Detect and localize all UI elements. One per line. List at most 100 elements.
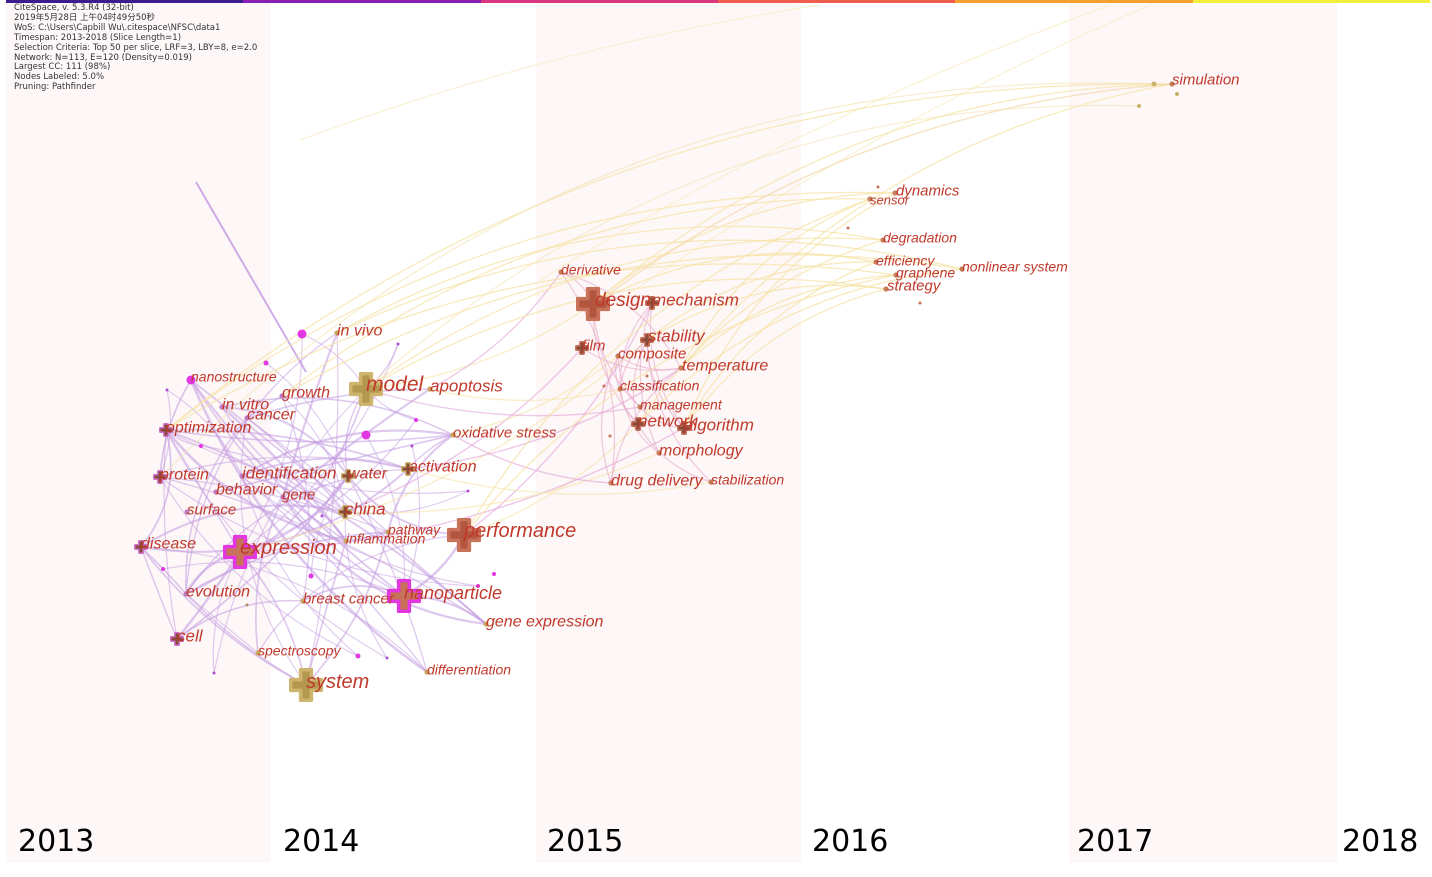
keyword-node[interactable] bbox=[892, 190, 898, 196]
keyword-node[interactable] bbox=[183, 591, 189, 597]
keyword-label[interactable]: stabilization bbox=[711, 471, 784, 487]
keyword-label[interactable]: design bbox=[595, 290, 651, 311]
network-node[interactable] bbox=[308, 573, 314, 579]
network-node[interactable] bbox=[212, 671, 216, 675]
network-node[interactable] bbox=[361, 430, 371, 440]
keyword-label[interactable]: optimization bbox=[166, 420, 251, 437]
keyword-node[interactable] bbox=[213, 489, 219, 495]
keyword-label[interactable]: spectroscopy bbox=[258, 642, 341, 658]
network-node[interactable] bbox=[245, 603, 249, 607]
keyword-label[interactable]: in vitro bbox=[222, 397, 269, 414]
keyword-label[interactable]: algorithm bbox=[684, 416, 754, 435]
network-node[interactable] bbox=[410, 444, 414, 448]
keyword-node-cross[interactable] bbox=[338, 505, 352, 519]
keyword-node-cross[interactable] bbox=[576, 287, 610, 321]
network-node[interactable] bbox=[165, 388, 169, 392]
keyword-label[interactable]: degradation bbox=[883, 229, 957, 245]
network-node[interactable] bbox=[876, 185, 880, 189]
keyword-label[interactable]: film bbox=[582, 338, 605, 355]
keyword-label[interactable]: cell bbox=[177, 627, 204, 646]
keyword-node-cross[interactable] bbox=[134, 540, 148, 554]
keyword-label[interactable]: gene bbox=[282, 487, 315, 504]
keyword-label[interactable]: differentiation bbox=[427, 661, 511, 677]
keyword-node[interactable] bbox=[1169, 81, 1175, 87]
keyword-node[interactable] bbox=[483, 621, 489, 627]
keyword-label[interactable]: system bbox=[306, 671, 369, 693]
keyword-label[interactable]: behavior bbox=[216, 482, 278, 499]
keyword-label[interactable]: pathway bbox=[387, 521, 441, 537]
keyword-label[interactable]: nanoparticle bbox=[404, 583, 502, 603]
keyword-node-cross[interactable] bbox=[170, 632, 184, 646]
keyword-label[interactable]: simulation bbox=[1172, 72, 1240, 89]
keyword-node-cross[interactable] bbox=[349, 372, 383, 406]
keyword-node[interactable] bbox=[424, 669, 430, 675]
keyword-label[interactable]: in vivo bbox=[337, 323, 382, 340]
keyword-label[interactable]: morphology bbox=[659, 443, 744, 460]
keyword-node[interactable] bbox=[637, 404, 643, 410]
keyword-node[interactable] bbox=[385, 529, 391, 535]
keyword-node[interactable] bbox=[615, 353, 621, 359]
keyword-label[interactable]: growth bbox=[282, 385, 330, 402]
keyword-label[interactable]: sensor bbox=[870, 192, 910, 207]
keyword-node[interactable] bbox=[656, 450, 662, 456]
keyword-label[interactable]: classification bbox=[620, 377, 700, 393]
keyword-node[interactable] bbox=[219, 404, 225, 410]
network-node[interactable] bbox=[414, 418, 418, 422]
keyword-node-cross[interactable] bbox=[341, 469, 355, 483]
network-node[interactable] bbox=[1175, 92, 1179, 96]
keyword-label[interactable]: inflammation bbox=[346, 530, 426, 546]
network-node[interactable] bbox=[846, 226, 850, 230]
keyword-node-cross[interactable] bbox=[387, 579, 421, 613]
keyword-label[interactable]: nonlinear system bbox=[962, 258, 1068, 274]
keyword-node-cross[interactable] bbox=[401, 462, 415, 476]
keyword-label[interactable]: dynamics bbox=[896, 183, 960, 200]
keyword-label[interactable]: breast cancer bbox=[303, 591, 395, 608]
keyword-node-cross[interactable] bbox=[153, 470, 167, 484]
network-node[interactable] bbox=[608, 434, 612, 438]
keyword-node-cross[interactable] bbox=[289, 668, 323, 702]
keyword-node-cross[interactable] bbox=[223, 535, 257, 569]
keyword-label[interactable]: expression bbox=[240, 537, 337, 559]
keyword-label[interactable]: evolution bbox=[186, 584, 250, 601]
keyword-node[interactable] bbox=[239, 473, 245, 479]
keyword-node[interactable] bbox=[343, 538, 349, 544]
keyword-label[interactable]: derivative bbox=[561, 261, 621, 277]
keyword-label[interactable]: nanostructure bbox=[191, 368, 277, 384]
network-node[interactable] bbox=[161, 567, 165, 571]
keyword-label[interactable]: performance bbox=[463, 520, 576, 542]
network-node[interactable] bbox=[263, 360, 269, 366]
keyword-label[interactable]: graphene bbox=[896, 264, 955, 280]
keyword-label[interactable]: water bbox=[348, 466, 388, 483]
network-node[interactable] bbox=[385, 656, 389, 660]
keyword-label[interactable]: surface bbox=[187, 502, 236, 519]
keyword-node[interactable] bbox=[558, 269, 564, 275]
keyword-node[interactable] bbox=[186, 375, 196, 385]
keyword-node-cross[interactable] bbox=[645, 296, 659, 310]
network-node[interactable] bbox=[199, 444, 203, 448]
keyword-label[interactable]: cancer bbox=[247, 407, 296, 424]
keyword-label[interactable]: efficiency bbox=[876, 252, 935, 268]
network-node[interactable] bbox=[476, 584, 480, 588]
keyword-node[interactable] bbox=[867, 196, 873, 202]
keyword-label[interactable]: composite bbox=[618, 346, 686, 363]
keyword-label[interactable]: mechanism bbox=[652, 291, 739, 310]
keyword-label[interactable]: protein bbox=[159, 467, 209, 484]
keyword-node-cross[interactable] bbox=[159, 423, 173, 437]
keyword-node[interactable] bbox=[880, 237, 886, 243]
keyword-label[interactable]: identification bbox=[242, 464, 337, 483]
keyword-node-cross[interactable] bbox=[677, 421, 691, 435]
keyword-node-cross[interactable] bbox=[640, 333, 654, 347]
keyword-label[interactable]: drug delivery bbox=[611, 473, 704, 490]
keyword-node[interactable] bbox=[617, 386, 623, 392]
network-node[interactable] bbox=[320, 514, 324, 518]
keyword-label[interactable]: activation bbox=[409, 459, 477, 476]
keyword-node[interactable] bbox=[280, 494, 286, 500]
network-node[interactable] bbox=[918, 301, 922, 305]
keyword-label[interactable]: gene expression bbox=[486, 614, 604, 631]
keyword-label[interactable]: disease bbox=[141, 536, 196, 553]
keyword-label[interactable]: china bbox=[345, 500, 386, 519]
keyword-node[interactable] bbox=[959, 266, 965, 272]
network-node[interactable] bbox=[645, 374, 649, 378]
network-node[interactable] bbox=[466, 489, 470, 493]
